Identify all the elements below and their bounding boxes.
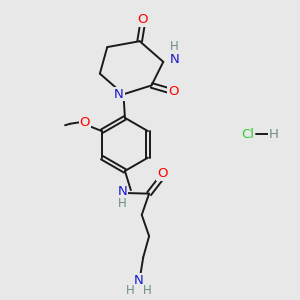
Text: O: O xyxy=(137,13,148,26)
Text: N: N xyxy=(134,274,144,286)
Text: O: O xyxy=(157,167,168,180)
Text: H: H xyxy=(269,128,279,141)
Text: Cl: Cl xyxy=(241,128,254,141)
Text: N: N xyxy=(114,88,124,101)
Text: H: H xyxy=(118,197,127,210)
Text: H: H xyxy=(126,284,134,298)
Text: H: H xyxy=(170,40,179,53)
Text: O: O xyxy=(168,85,178,98)
Text: N: N xyxy=(118,185,128,198)
Text: H: H xyxy=(143,284,152,298)
Text: O: O xyxy=(80,116,90,129)
Text: N: N xyxy=(169,53,179,66)
